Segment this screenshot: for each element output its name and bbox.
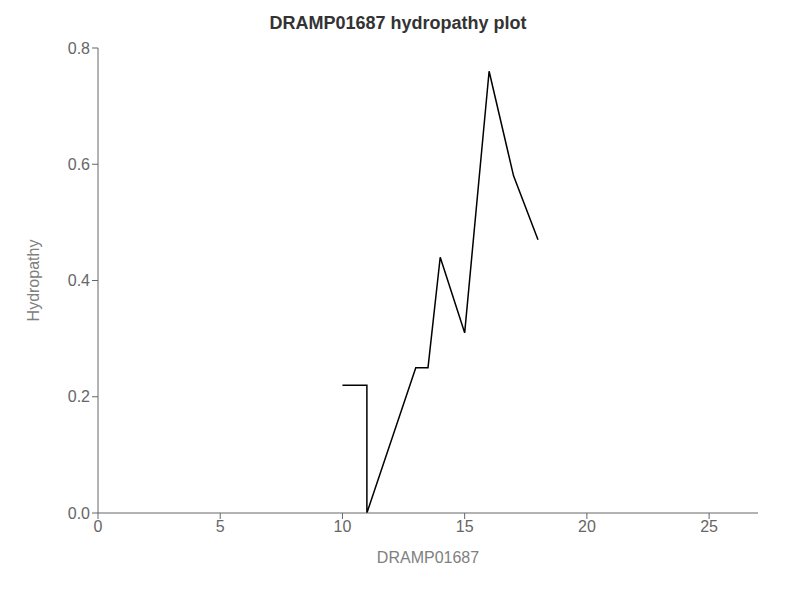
svg-text:25: 25: [700, 518, 718, 535]
svg-text:0.4: 0.4: [68, 272, 90, 289]
svg-text:10: 10: [334, 518, 352, 535]
svg-text:0: 0: [94, 518, 103, 535]
svg-text:0.8: 0.8: [68, 40, 90, 57]
svg-text:15: 15: [456, 518, 474, 535]
html-text:DRAMP01687 hydropathy plot: DRAMP01687 hydropathy plot: [269, 13, 527, 33]
svg-text:Hydropathy: Hydropathy: [25, 240, 42, 322]
svg-text:0.0: 0.0: [68, 505, 90, 522]
svg-text:5: 5: [216, 518, 225, 535]
svg-text:20: 20: [578, 518, 596, 535]
svg-text:0.2: 0.2: [68, 388, 90, 405]
svg-text:DRAMP01687: DRAMP01687: [377, 549, 479, 566]
svg-text:0.6: 0.6: [68, 156, 90, 173]
